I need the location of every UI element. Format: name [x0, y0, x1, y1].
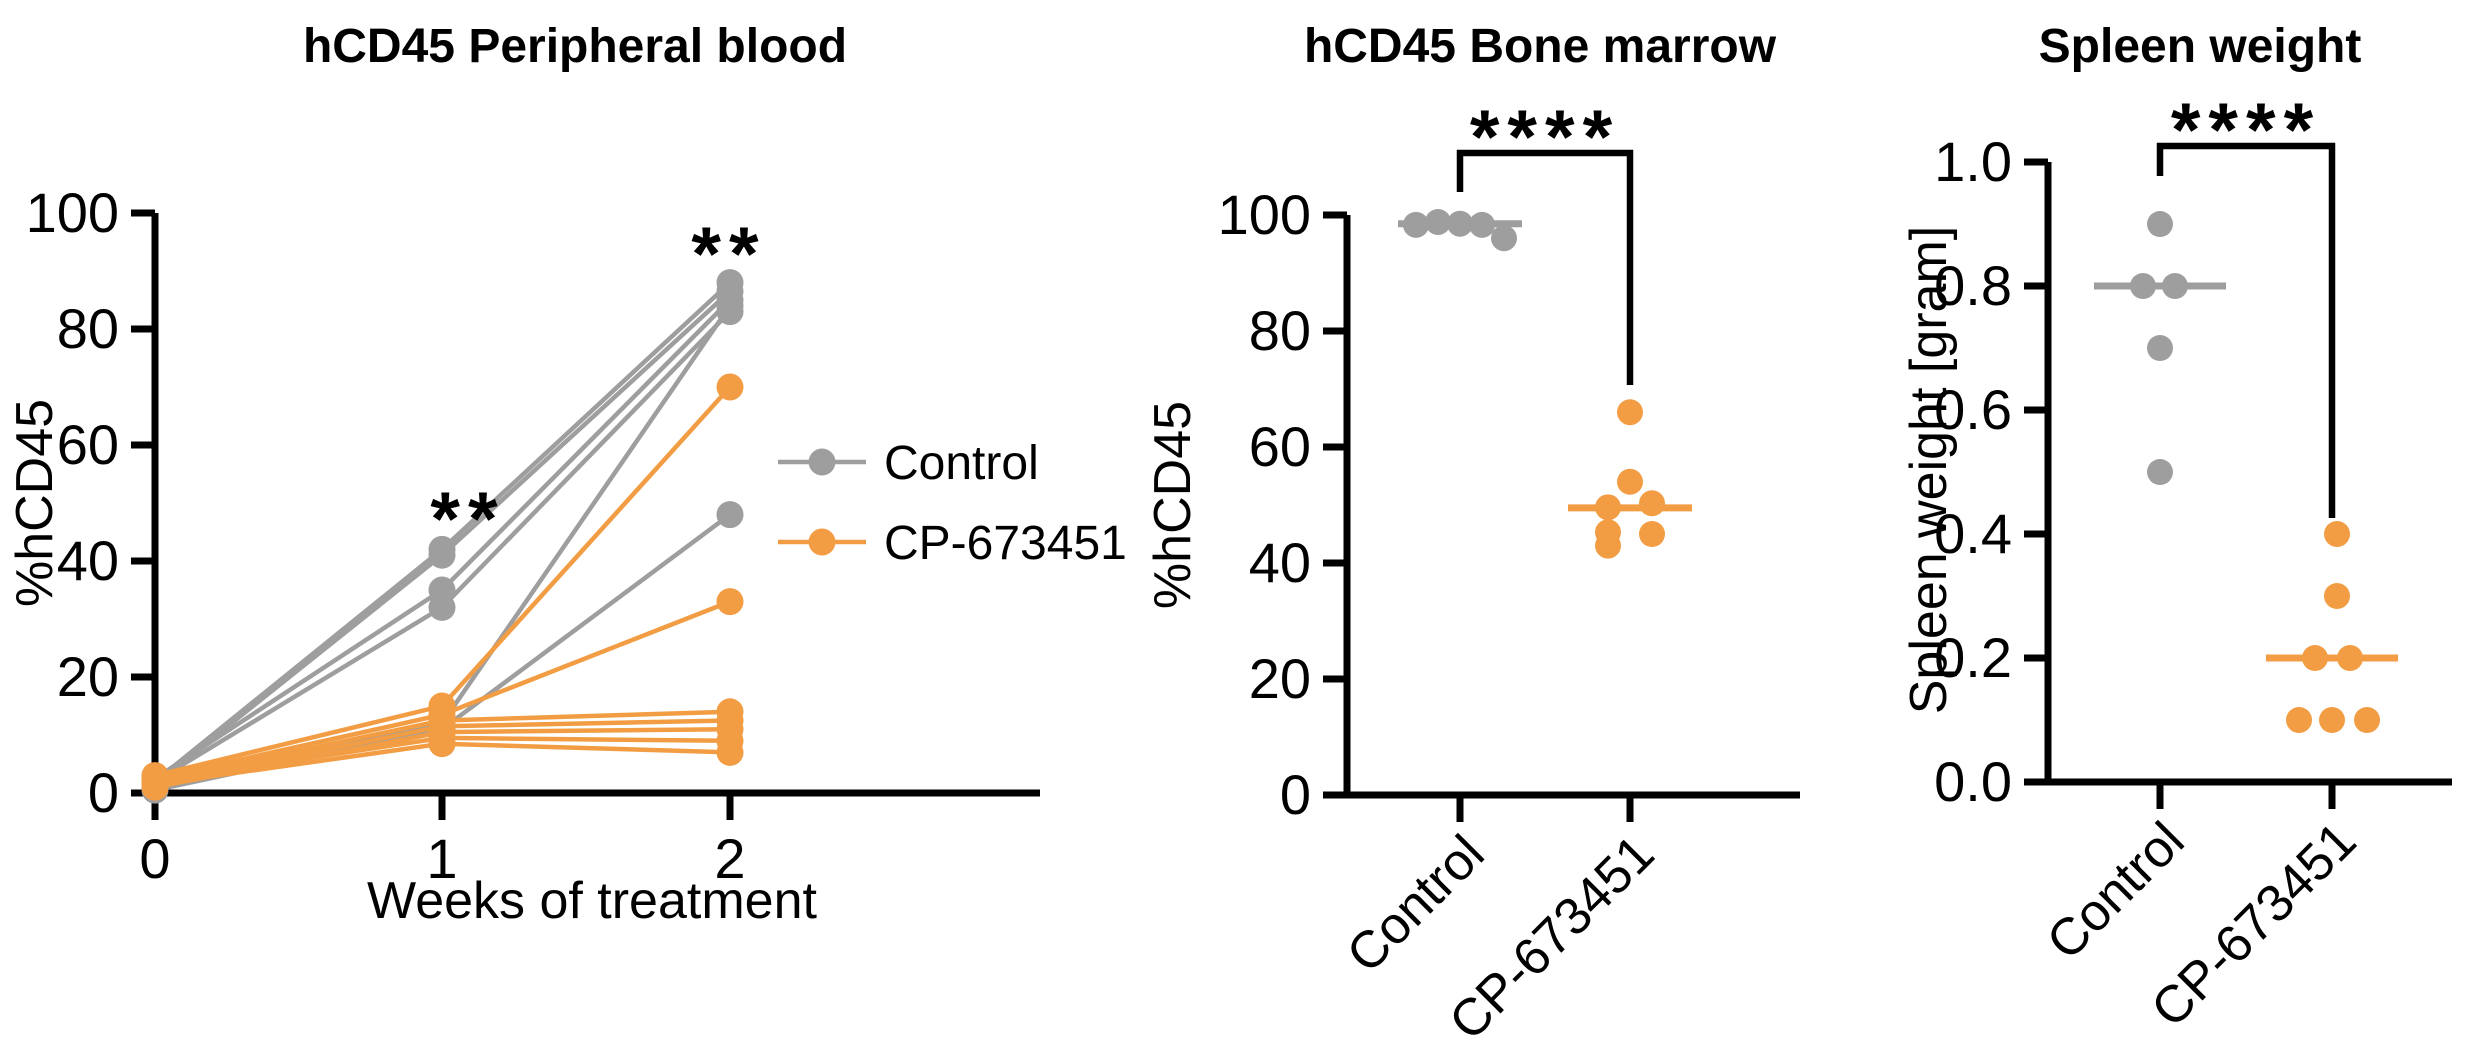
- y-tick-label: 60: [1249, 415, 1311, 478]
- y-tick-label: 0: [88, 761, 119, 824]
- significance-stars: ****: [1470, 95, 1620, 180]
- chart-title: hCD45 Bone marrow: [1304, 20, 1777, 73]
- data-point: [1595, 494, 1621, 521]
- series-cp-673451: [141, 373, 744, 801]
- y-tick-label: 40: [1249, 531, 1311, 594]
- data-point: [1639, 490, 1665, 517]
- chart-title: hCD45 Peripheral blood: [303, 20, 847, 73]
- chart-title: Spleen weight: [2039, 20, 2362, 73]
- legend-marker-dot: [808, 448, 836, 476]
- legend-label: CP-673451: [884, 517, 1127, 570]
- data-point: [1469, 211, 1495, 238]
- x-tick-label: 1: [426, 827, 457, 890]
- data-point: [2354, 707, 2380, 733]
- data-point: [716, 501, 744, 529]
- data-point: [2147, 459, 2173, 485]
- y-tick-label: 80: [57, 297, 119, 360]
- data-point: [1617, 399, 1643, 426]
- data-point: [2324, 583, 2350, 609]
- significance-stars: ****: [2171, 88, 2321, 173]
- y-tick-label: 0.4: [1934, 502, 2012, 565]
- significance-bracket: [2156, 142, 2336, 518]
- data-point: [716, 588, 744, 616]
- y-tick-label: 0.8: [1934, 254, 2012, 317]
- legend-entry-cp-673451: CP-673451: [778, 517, 1127, 570]
- y-axis-title: Spleen weight [gram]: [1900, 226, 1958, 715]
- x-axis-title: Weeks of treatment: [367, 872, 817, 930]
- data-point: [1447, 210, 1473, 237]
- data-point: [2319, 707, 2345, 733]
- y-tick-label: 0.0: [1934, 750, 2012, 813]
- data-point: [2147, 211, 2173, 237]
- data-point: [1491, 225, 1517, 252]
- y-axis-title: %hCD45: [1144, 401, 1202, 609]
- group-control: Control: [1336, 208, 1522, 984]
- data-point: [2147, 335, 2173, 361]
- y-tick-label: 0.6: [1934, 378, 2012, 441]
- significance-stars: **: [691, 212, 766, 297]
- data-point: [1403, 211, 1429, 238]
- data-point: [716, 298, 744, 326]
- data-point: [2130, 273, 2156, 299]
- data-point: [2302, 645, 2328, 671]
- group-cp-673451: CP-673451: [1438, 399, 1692, 1043]
- y-tick-label: 40: [57, 529, 119, 592]
- y-axis-title: %hCD45: [6, 399, 64, 607]
- data-point: [2162, 273, 2188, 299]
- legend-marker-dot: [808, 528, 836, 556]
- data-point: [1425, 208, 1451, 235]
- y-tick-label: 100: [26, 181, 119, 244]
- y-tick-label: 60: [57, 413, 119, 476]
- data-point: [716, 738, 744, 766]
- data-point: [2286, 707, 2312, 733]
- y-tick-label: 20: [57, 645, 119, 708]
- data-point: [1639, 521, 1665, 547]
- significance-bracket: [1456, 149, 1634, 385]
- y-tick-label: 0.2: [1934, 626, 2012, 689]
- y-tick-label: 1.0: [1934, 130, 2012, 193]
- y-tick-label: 20: [1249, 647, 1311, 710]
- data-point: [428, 541, 456, 569]
- data-point: [1595, 532, 1621, 559]
- chart-hcd45-bone-marrow: hCD45 Bone marrow 0 20 40 60 80 100 %hCD45 Contr…: [1144, 20, 1800, 1043]
- significance-stars: **: [430, 477, 505, 562]
- legend-label: Control: [884, 437, 1039, 490]
- data-point: [2324, 521, 2350, 547]
- category-label: Control: [1336, 824, 1496, 984]
- chart-spleen-weight: Spleen weight 0.0 0.2 0.4 0.6 0.8 1.0 Spleen we…: [1900, 20, 2452, 1039]
- data-point: [2337, 645, 2363, 671]
- y-tick-label: 80: [1249, 299, 1311, 362]
- chart-hcd45-peripheral-blood: hCD45 Peripheral blood 0 20 40 60 80 100 0 1 2 %hC…: [6, 20, 1127, 930]
- data-point: [428, 730, 456, 758]
- group-control: Control: [2036, 211, 2226, 971]
- category-label: Control: [2036, 811, 2196, 971]
- data-point: [428, 593, 456, 621]
- data-point: [716, 373, 744, 401]
- legend-entry-control: Control: [778, 437, 1039, 490]
- data-point: [1617, 468, 1643, 495]
- y-tick-label: 100: [1218, 183, 1311, 246]
- data-point: [141, 770, 169, 798]
- y-tick-label: 0: [1280, 763, 1311, 826]
- x-tick-label: 0: [139, 827, 170, 890]
- x-tick-label: 2: [714, 827, 745, 890]
